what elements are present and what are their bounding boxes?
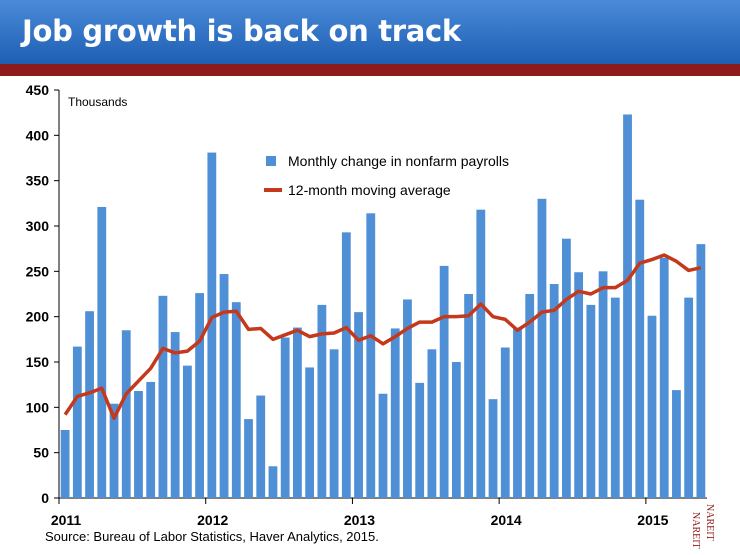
bar: [60, 430, 70, 498]
bar: [537, 198, 547, 499]
bar: [341, 232, 351, 498]
y-tick-label: 0: [41, 490, 49, 506]
page-title: Job growth is back on track: [22, 14, 461, 48]
bar: [354, 312, 363, 498]
logo-text: NAREIT: [691, 512, 701, 549]
bar: [158, 295, 168, 498]
bar: [464, 294, 473, 498]
bar: [231, 302, 241, 498]
moving-average-line: [63, 253, 702, 420]
bar: [513, 327, 522, 498]
bar-series: [60, 114, 706, 499]
bar: [561, 238, 571, 498]
x-tick-label: 2012: [197, 512, 228, 528]
bar: [268, 466, 278, 498]
bar: [121, 330, 131, 498]
bar: [647, 315, 657, 498]
x-tick-label: 2013: [344, 512, 375, 528]
y-tick-label: 400: [26, 127, 50, 143]
x-tick-label: 2015: [637, 512, 668, 528]
bar: [696, 244, 706, 498]
bar: [109, 403, 119, 498]
bar: [378, 393, 388, 498]
bar: [366, 213, 376, 498]
bar: [85, 311, 94, 498]
bar: [134, 391, 143, 498]
bar: [549, 284, 559, 498]
bar: [635, 199, 645, 498]
bar: [244, 419, 253, 498]
unit-label: Thousands: [68, 95, 127, 109]
source-note: Source: Bureau of Labor Statistics, Have…: [45, 529, 379, 544]
bar: [256, 395, 266, 498]
x-tick-label: 2014: [491, 512, 522, 528]
bar: [329, 349, 339, 498]
bar: [280, 337, 290, 498]
logo-text-mirror: NAREIT: [704, 504, 715, 541]
y-tick-label: 300: [26, 218, 50, 234]
bar: [207, 152, 217, 498]
bar: [293, 327, 302, 498]
title-rule: [0, 64, 740, 76]
y-tick-label: 350: [26, 173, 50, 189]
bar: [610, 297, 620, 498]
bar: [500, 347, 510, 498]
moving-average-series: [63, 253, 702, 420]
title-bar: Job growth is back on track: [0, 0, 740, 64]
bar: [525, 294, 535, 498]
bar: [170, 332, 180, 498]
legend: Monthly change in nonfarm payrolls 12-mo…: [264, 153, 509, 198]
bar: [403, 299, 412, 498]
bar: [439, 265, 449, 498]
y-tick-label: 200: [26, 309, 50, 325]
bar: [427, 349, 437, 498]
bar: [451, 362, 461, 498]
bar: [317, 304, 327, 498]
bar: [488, 399, 498, 498]
y-tick-label: 250: [26, 263, 50, 279]
bar: [623, 114, 632, 498]
y-axis: 0 50 100 150 200 250 300 350 400 450: [26, 82, 60, 506]
y-tick-label: 450: [26, 82, 50, 98]
y-tick-label: 100: [26, 399, 50, 415]
bar: [672, 390, 681, 498]
bar: [390, 328, 400, 498]
legend-bar-label: Monthly change in nonfarm payrolls: [288, 153, 509, 169]
x-tick-label: 2011: [51, 512, 82, 528]
bar: [598, 271, 608, 498]
legend-bar-swatch: [266, 156, 276, 166]
bar: [195, 293, 205, 498]
y-tick-label: 50: [33, 445, 49, 461]
bar: [219, 274, 229, 498]
bar: [146, 381, 156, 498]
bar: [574, 272, 584, 498]
y-tick-label: 150: [26, 354, 50, 370]
bar: [182, 365, 192, 498]
bar: [476, 209, 486, 498]
bar: [415, 382, 425, 498]
bar: [305, 367, 315, 498]
bar: [659, 257, 669, 498]
bar: [684, 297, 694, 498]
legend-line-label: 12-month moving average: [288, 182, 451, 198]
bar: [586, 304, 596, 498]
bar: [97, 206, 107, 498]
bar: [72, 346, 82, 498]
nareit-logo: NAREIT NAREIT: [691, 504, 715, 549]
x-axis: 2011 2012 2013 2014 2015: [51, 497, 707, 528]
